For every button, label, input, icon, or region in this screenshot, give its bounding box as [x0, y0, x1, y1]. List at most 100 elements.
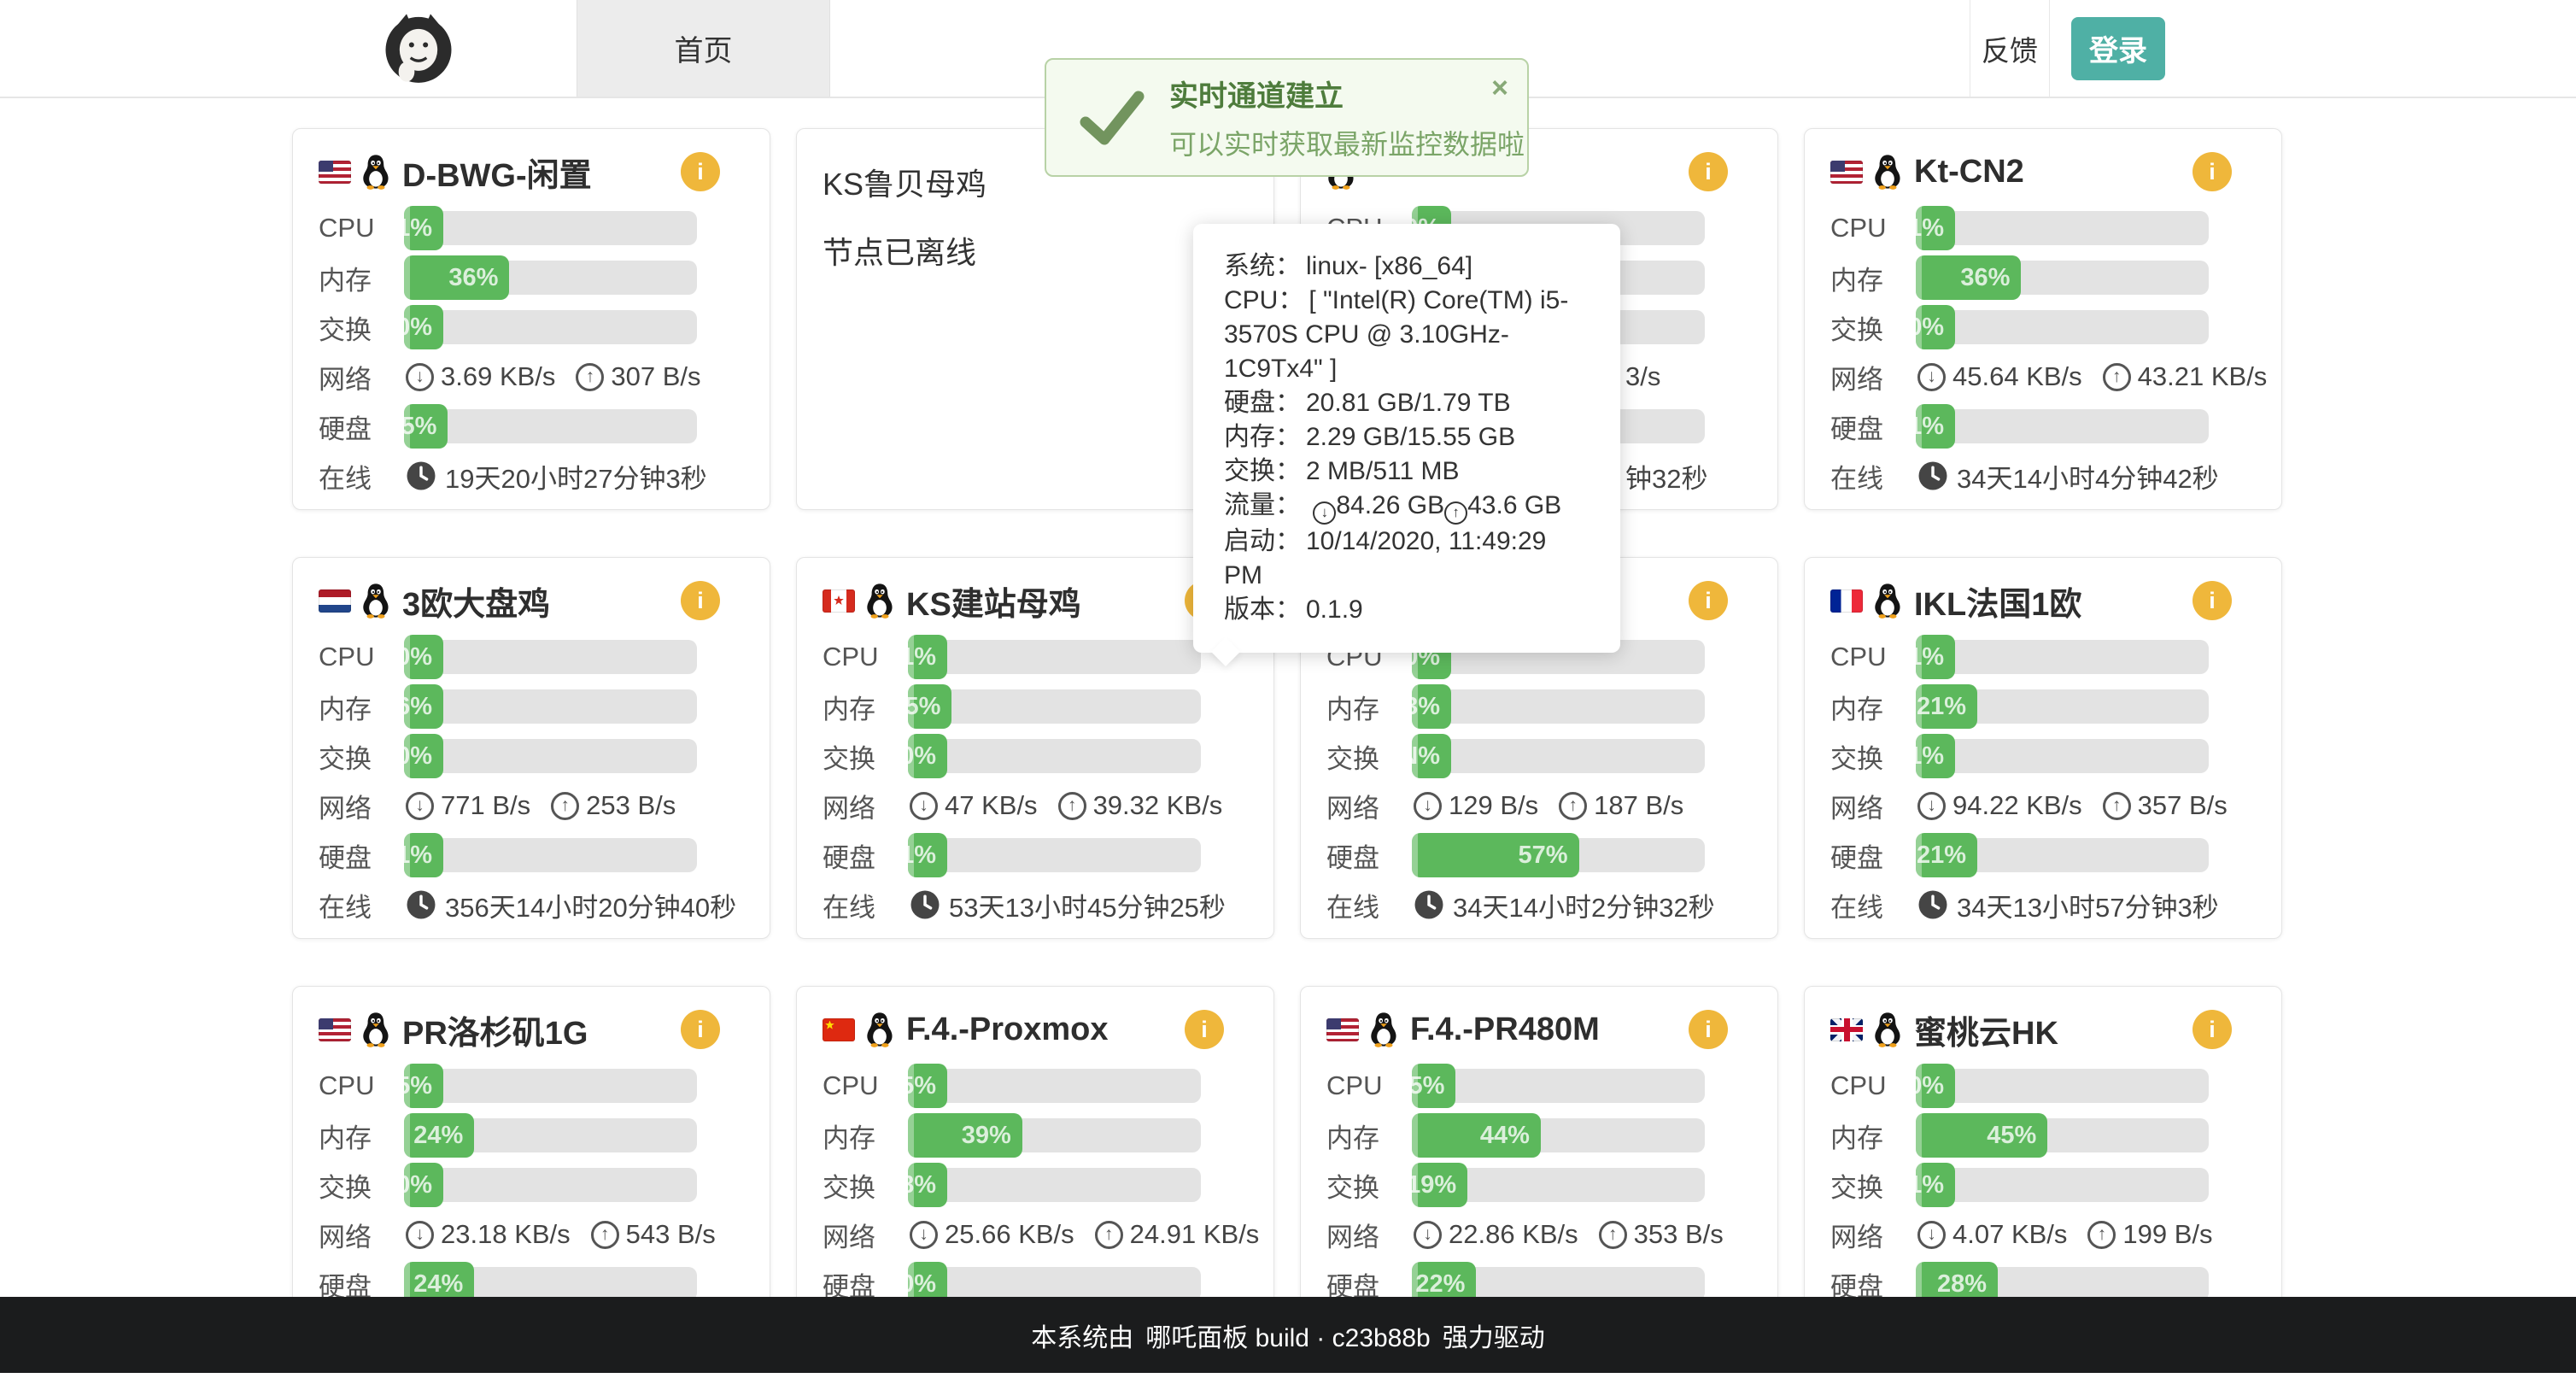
mem-percent: 44%	[1479, 1121, 1530, 1149]
server-name: F.4.-Proxmox	[906, 1011, 1109, 1047]
cpu-bar: 5%	[908, 1064, 1201, 1108]
disk-row: 硬盘 21%	[1830, 833, 2256, 877]
navbar-right-menu: 反馈 登录	[1970, 0, 2576, 97]
disk-bar: 15%	[404, 404, 697, 449]
server-name: D-BWG-闲置	[402, 157, 592, 194]
metric-label: CPU	[1830, 213, 1887, 243]
metric-label: 网络	[319, 1222, 372, 1252]
clock-icon	[407, 461, 436, 490]
tooltip-label: 内存：	[1224, 423, 1301, 451]
mem-percent: 45%	[1987, 1121, 2037, 1149]
disk-percent: 1%	[908, 841, 936, 869]
uptime-value: 356天14小时20分钟40秒	[445, 892, 737, 923]
server-name: PR洛杉矶1G	[402, 1015, 588, 1052]
network-row: 网络 ↓ 4.07 KB/s ↑ 199 B/s	[1830, 1212, 2256, 1257]
metric-label: 在线	[319, 463, 372, 494]
mem-row: 内存 44%	[1326, 1113, 1752, 1158]
disk-row: 硬盘 1%	[319, 833, 744, 877]
close-icon[interactable]: ×	[1491, 72, 1508, 104]
card-title-row: KS建站母鸡i	[823, 558, 1248, 623]
server-name: KS鲁贝母鸡	[823, 167, 987, 202]
info-icon[interactable]: i	[1689, 1010, 1728, 1049]
download-arrow-icon: ↓	[1414, 1220, 1442, 1249]
info-icon[interactable]: i	[2193, 152, 2232, 191]
metric-label: 内存	[1830, 694, 1883, 724]
mem-percent: 36%	[1960, 263, 2011, 291]
upload-speed: 307 B/s	[611, 361, 701, 391]
server-card: IKL法国1欧 i CPU 1% 内存 21% 交换 1% 网络 ↓ 94.22 …	[1804, 557, 2282, 939]
swap-row: 交换 1%	[1830, 734, 2256, 778]
cpu-bar: 1%	[404, 206, 697, 250]
mem-percent: 3%	[1412, 692, 1440, 720]
upload-speed: 24.91 KB/s	[1129, 1219, 1260, 1249]
info-icon[interactable]: i	[681, 152, 720, 191]
nezha-panel-link[interactable]: 哪吒面板 build · c23b88b	[1145, 1323, 1431, 1352]
metric-label: 内存	[319, 694, 372, 724]
server-name: 蜜桃云HK	[1914, 1015, 2058, 1052]
info-icon[interactable]: i	[2193, 1010, 2232, 1049]
uptime-row: 在线 34天13小时57分钟3秒	[1830, 883, 2256, 927]
tooltip-label: 硬盘：	[1224, 389, 1301, 417]
cpu-bar: 0%	[1916, 1064, 2209, 1108]
uptime-row: 在线 356天14小时20分钟40秒	[319, 883, 744, 927]
download-arrow-icon: ↓	[1917, 1220, 1946, 1249]
metric-label: 交换	[823, 743, 875, 774]
disk-bar: 22%	[1412, 1262, 1705, 1306]
metric-label: 网络	[319, 364, 372, 395]
info-icon[interactable]: i	[681, 1010, 720, 1049]
metric-label: 交换	[319, 314, 372, 345]
metric-label: 内存	[1830, 265, 1883, 296]
disk-row: 硬盘 11%	[1830, 404, 2256, 449]
tooltip-row: 流量： ↓ 84.26 GB ↑ 43.6 GB	[1224, 489, 1590, 525]
metric-label: 交换	[319, 743, 372, 774]
mem-bar: 24%	[404, 1113, 697, 1158]
uptime-value: 34天14小时2分钟32秒	[1453, 892, 1715, 923]
metric-label: 硬盘	[1326, 842, 1379, 873]
disk-percent: 11%	[1916, 412, 1944, 440]
network-row: 网络 ↓ 3.69 KB/s ↑ 307 B/s	[319, 355, 744, 399]
card-title-row: Kt-CN2 i	[1830, 129, 2256, 192]
tooltip-label: 交换：	[1224, 457, 1301, 485]
info-icon[interactable]: i	[681, 581, 720, 620]
info-icon[interactable]: i	[2193, 581, 2232, 620]
swap-percent: 0%	[908, 742, 936, 770]
cpu-bar: 15%	[1412, 1064, 1705, 1108]
metric-label: 交换	[319, 1172, 372, 1203]
download-speed: 47 KB/s	[945, 790, 1038, 820]
feedback-link[interactable]: 反馈	[1970, 0, 2050, 97]
download-arrow-icon: ↓	[910, 791, 938, 820]
swap-percent: 0%	[404, 313, 432, 341]
card-title-row: F.4.-Proxmox i	[823, 987, 1248, 1050]
info-icon[interactable]: i	[1185, 1010, 1224, 1049]
metric-label: 交换	[1830, 743, 1883, 774]
swap-percent: 1%	[1916, 1170, 1944, 1199]
cpu-percent: 1%	[404, 214, 432, 242]
traffic-up: 43.6 GB	[1467, 491, 1562, 519]
card-title-row: F.4.-PR480M i	[1326, 987, 1752, 1050]
swap-percent: 0%	[404, 742, 432, 770]
mem-row: 内存 3%	[1326, 684, 1752, 729]
metric-label: CPU	[823, 1070, 879, 1100]
country-flag-icon	[823, 589, 855, 613]
linux-penguin-icon	[363, 584, 389, 619]
upload-arrow-icon: ↑	[2102, 791, 2131, 820]
disk-percent: 22%	[1415, 1270, 1466, 1298]
country-flag-icon	[823, 1017, 855, 1041]
tab-home[interactable]: 首页	[577, 0, 830, 97]
tooltip-value: 2 MB/511 MB	[1306, 457, 1460, 485]
login-button[interactable]: 登录	[2071, 16, 2165, 80]
network-row: 网络 ↓ 23.18 KB/s ↑ 543 B/s	[319, 1212, 744, 1257]
site-logo-avatar[interactable]	[376, 12, 461, 84]
metric-label: 网络	[1326, 1222, 1379, 1252]
upload-speed: 199 B/s	[2122, 1219, 2213, 1249]
swap-bar: 8%	[908, 1163, 1201, 1207]
info-icon[interactable]: i	[1689, 152, 1728, 191]
info-icon[interactable]: i	[1689, 581, 1728, 620]
download-arrow-icon: ↓	[406, 362, 434, 391]
swap-percent: N%	[1412, 742, 1440, 770]
server-card: KS建站母鸡i CPU 1% 内存 15% 交换 0% 网络 ↓ 47 KB/s…	[796, 557, 1274, 939]
disk-percent: 15%	[404, 412, 437, 440]
upload-arrow-icon: ↑	[2087, 1220, 2116, 1249]
metric-label: 硬盘	[319, 413, 372, 444]
linux-penguin-icon	[1875, 1012, 1900, 1047]
